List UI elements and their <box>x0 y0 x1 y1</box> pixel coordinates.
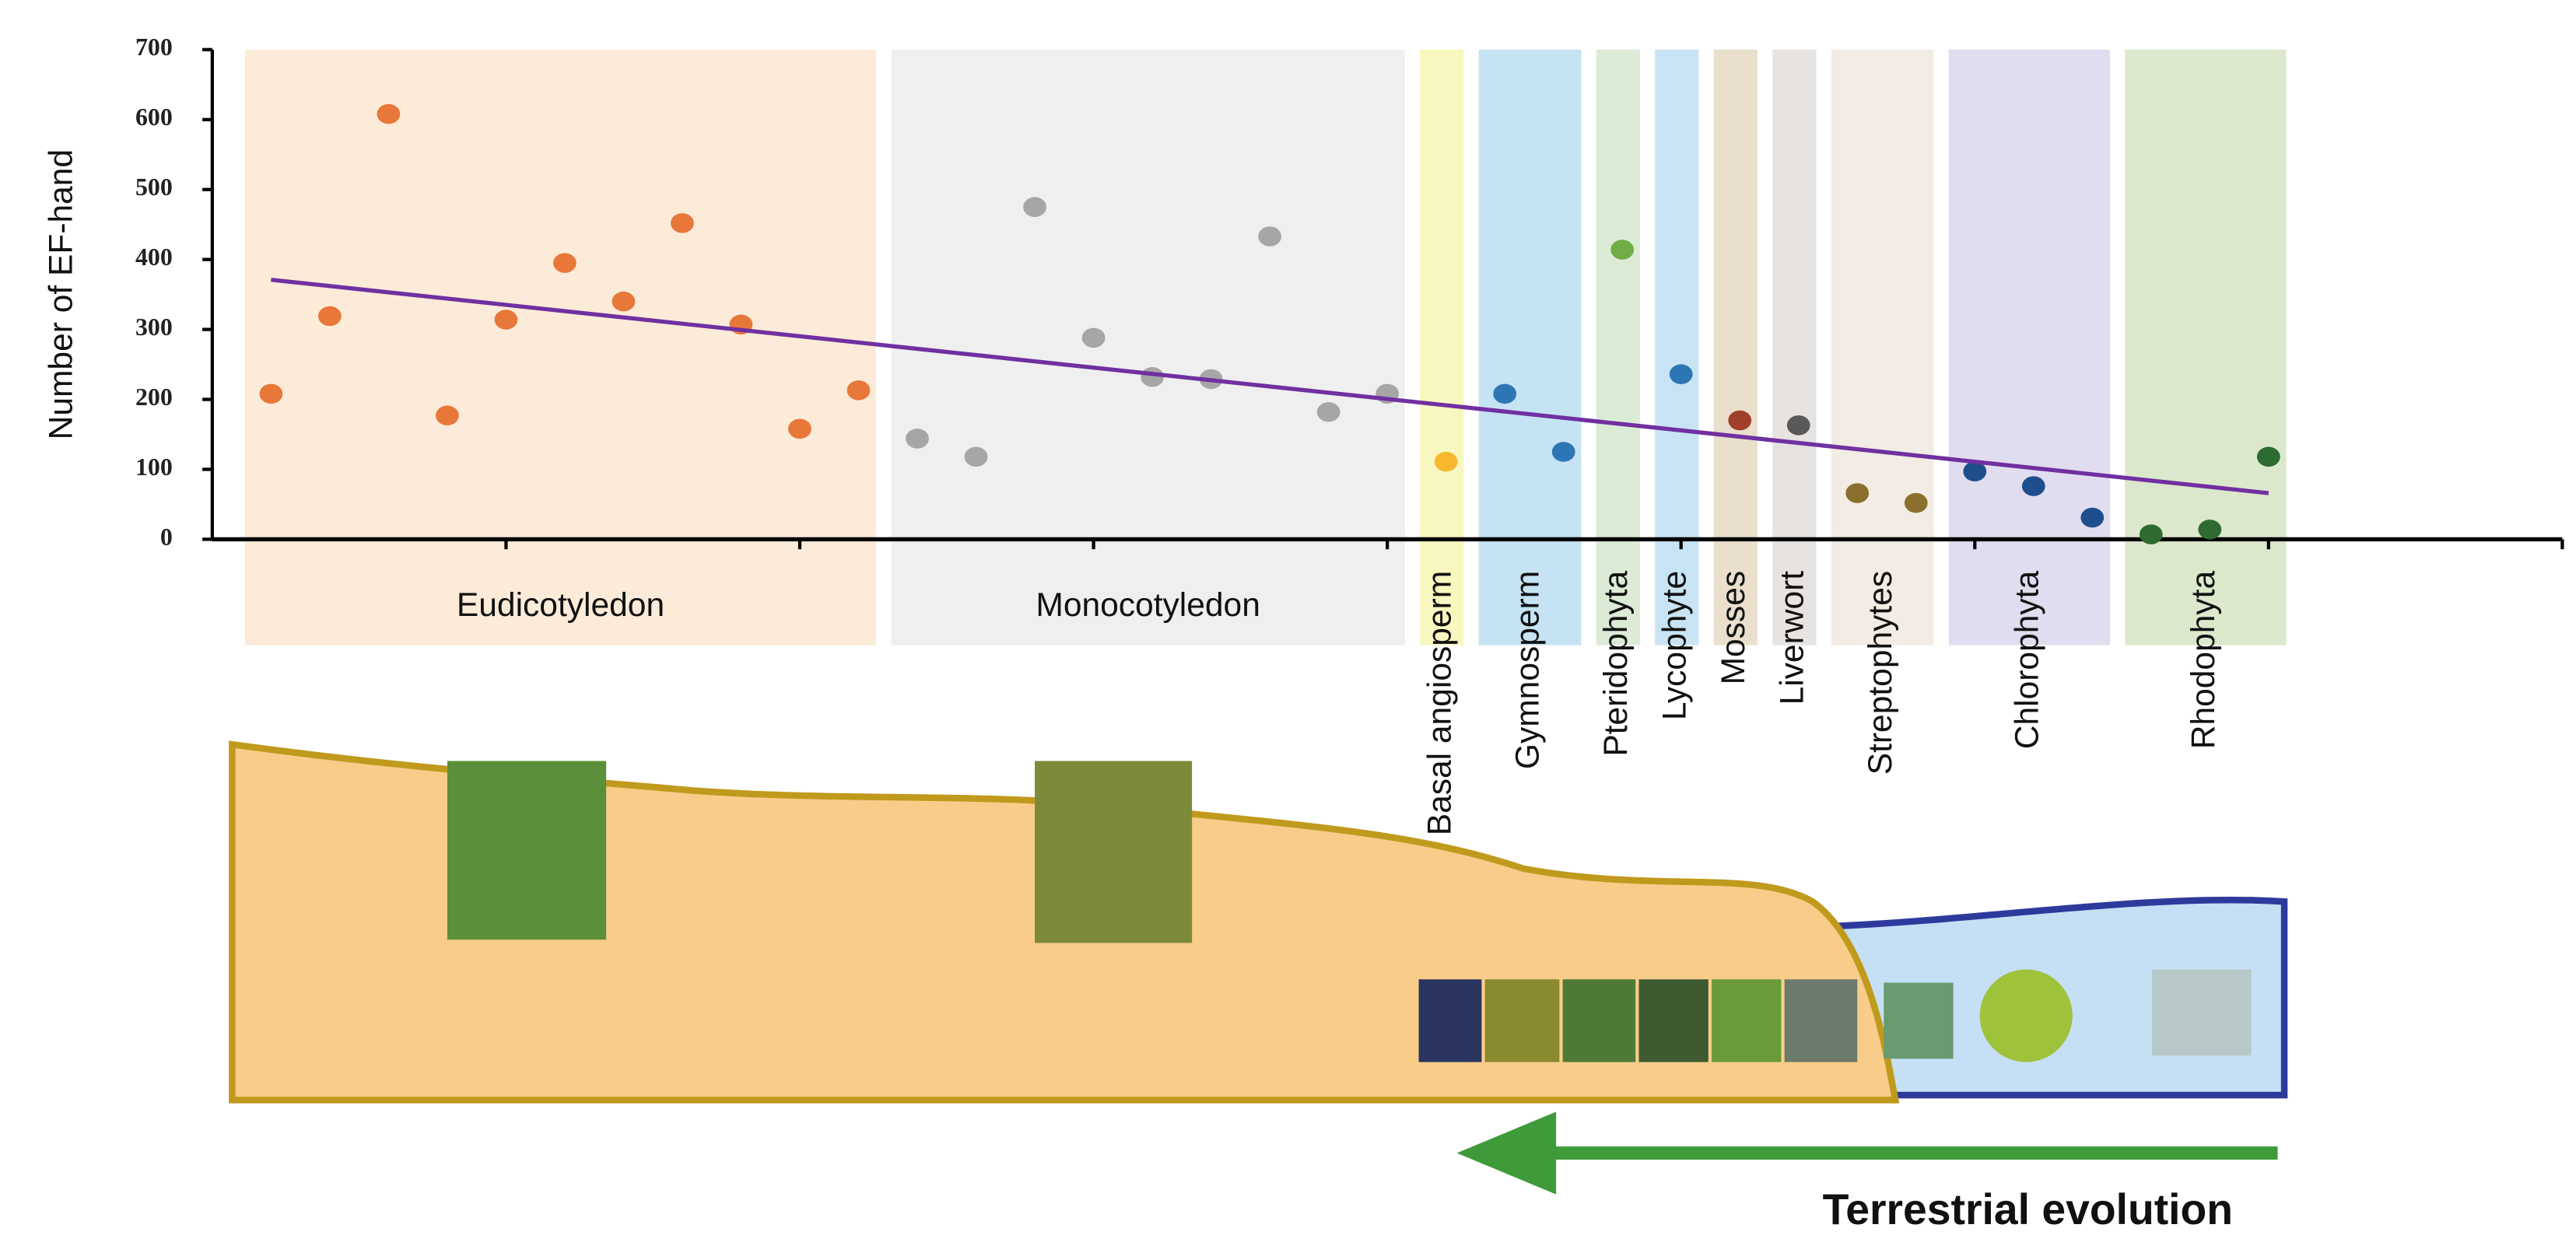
bands <box>244 49 2287 645</box>
photo <box>1712 979 1782 1062</box>
group-label: Streptophytes <box>1862 571 1899 775</box>
band <box>891 49 1405 645</box>
y-tick-label: 300 <box>135 313 173 341</box>
point <box>2021 476 2045 496</box>
illustration: Terrestrial evolution <box>229 740 2288 1233</box>
point <box>846 380 871 401</box>
photo <box>1784 979 1858 1062</box>
photo <box>447 761 607 940</box>
point <box>1610 240 1635 260</box>
band <box>1596 49 1640 645</box>
y-tick-label: 600 <box>135 103 173 131</box>
point <box>2080 507 2105 528</box>
point <box>1904 492 1928 513</box>
group-label: Gymnosperm <box>1509 571 1547 769</box>
point <box>1023 197 1046 217</box>
group-label: Basal angiosperm <box>1421 571 1458 835</box>
y-tick-label: 200 <box>135 383 173 411</box>
point <box>964 446 988 467</box>
point <box>1081 327 1106 348</box>
group-label: Mosses <box>1715 571 1752 685</box>
point <box>494 310 518 330</box>
y-axis-label: Number of EF-hand <box>43 149 80 440</box>
annotation: Terrestrial evolution <box>1823 1185 2234 1233</box>
point <box>1493 383 1517 404</box>
point <box>1669 364 1693 384</box>
point <box>377 103 401 124</box>
group-label: Rhodophyta <box>2185 571 2222 750</box>
point <box>1786 415 1810 436</box>
point <box>2198 520 2222 540</box>
band <box>1713 49 1758 645</box>
point <box>317 306 342 327</box>
photo <box>1638 979 1709 1062</box>
point <box>259 383 283 404</box>
photo <box>1035 761 1193 943</box>
point <box>1258 226 1281 247</box>
point <box>1141 367 1164 387</box>
photo <box>1979 969 2073 1062</box>
arrow-head <box>1456 1111 1557 1195</box>
group-label: Monocotyledon <box>1036 586 1260 624</box>
point <box>1434 451 1458 472</box>
band <box>1948 49 2110 645</box>
band <box>1478 49 1582 645</box>
group-label: Chlorophyta <box>2009 571 2046 750</box>
point <box>2139 524 2163 544</box>
band <box>2125 49 2287 645</box>
point <box>1845 483 1870 503</box>
photo <box>2151 969 2252 1056</box>
point <box>553 253 577 273</box>
group-label: Lycophyte <box>1656 571 1694 720</box>
y-tick-label: 400 <box>135 243 173 271</box>
band <box>1831 49 1934 645</box>
group-label: Pteridophyta <box>1597 571 1635 757</box>
point <box>1316 401 1341 422</box>
photo <box>1418 979 1482 1062</box>
point <box>1728 410 1752 431</box>
point <box>1963 461 1987 481</box>
point <box>671 213 694 233</box>
photo <box>1484 979 1560 1062</box>
point <box>2256 446 2280 467</box>
band <box>244 49 877 645</box>
y-tick-label: 0 <box>160 523 173 551</box>
y-tick-label: 700 <box>135 33 173 61</box>
photo <box>1562 979 1636 1062</box>
band <box>1420 49 1464 645</box>
point <box>436 405 459 426</box>
photo <box>1884 982 1954 1059</box>
point <box>906 429 929 449</box>
band <box>1655 49 1699 645</box>
point <box>612 291 636 312</box>
group-label: Eudicotyledon <box>457 586 664 624</box>
group-label: Liverwort <box>1774 571 1811 705</box>
band <box>1772 49 1817 645</box>
y-tick-label: 100 <box>135 453 173 481</box>
point <box>788 418 811 439</box>
point <box>1551 442 1575 462</box>
trendline <box>271 278 2269 495</box>
y-tick-label: 500 <box>135 173 173 201</box>
